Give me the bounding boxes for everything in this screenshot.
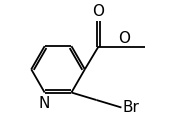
Text: O: O [118,31,130,46]
Text: Br: Br [122,100,139,115]
Text: O: O [92,4,104,19]
Text: N: N [39,96,50,111]
